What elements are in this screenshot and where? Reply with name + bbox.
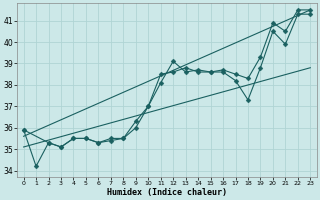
X-axis label: Humidex (Indice chaleur): Humidex (Indice chaleur): [107, 188, 227, 197]
